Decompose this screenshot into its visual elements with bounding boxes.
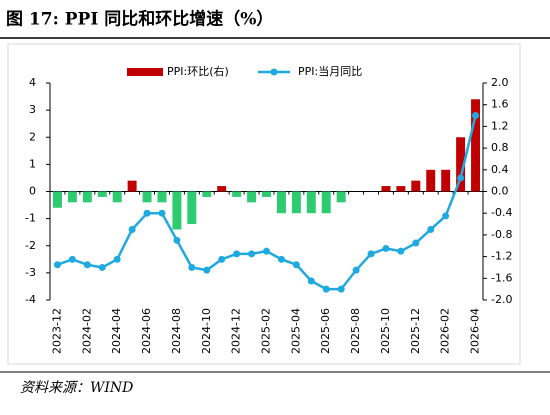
y-tick-label: -3 (25, 266, 36, 279)
bar (52, 191, 62, 208)
line-marker (382, 244, 390, 252)
bar (456, 137, 466, 192)
legend-label: PPI:环比(右) (167, 64, 229, 78)
bar (202, 191, 212, 197)
y2-tick-label: 1.6 (491, 98, 509, 111)
y-tick-label: 2 (29, 130, 36, 143)
y2-tick-label: -1.2 (491, 250, 512, 263)
line-marker (397, 247, 405, 255)
bar (321, 191, 331, 214)
x-tick-label: 2024-10 (200, 308, 213, 354)
line-marker (218, 255, 226, 263)
y-tick-label: -4 (25, 293, 36, 306)
line-marker (337, 285, 345, 293)
line-marker (68, 255, 76, 263)
x-tick-label: 2025-04 (289, 308, 302, 354)
line-marker (263, 247, 270, 255)
legend-swatch (127, 68, 163, 76)
y-tick-label: 4 (29, 76, 36, 89)
bar (247, 191, 257, 203)
y2-tick-label: -1.6 (491, 271, 512, 284)
bar (276, 191, 286, 214)
x-tick-label: 2025-06 (319, 308, 332, 354)
line-marker (307, 277, 315, 285)
x-tick-label: 2024-12 (230, 308, 243, 354)
y2-tick-label: 0.0 (491, 185, 509, 198)
y-tick-label: 3 (29, 103, 36, 116)
line-marker (322, 285, 330, 293)
line-marker (203, 266, 211, 274)
bar (157, 191, 167, 203)
x-tick-label: 2025-08 (349, 308, 362, 354)
line-marker (83, 261, 91, 269)
bar (142, 191, 152, 203)
bar (127, 180, 137, 192)
bar (82, 191, 92, 203)
x-tick-label: 2024-06 (140, 308, 153, 354)
bar (112, 191, 122, 203)
x-tick-label: 2025-12 (409, 308, 422, 354)
y-tick-label: -2 (25, 239, 36, 252)
line-marker (292, 261, 300, 269)
source: 资料来源：WIND (20, 380, 133, 396)
bar (67, 191, 77, 203)
line-marker (277, 255, 285, 263)
bar (396, 186, 406, 192)
line-marker (412, 239, 420, 247)
line-marker (427, 225, 435, 233)
y-tick-label: -1 (25, 212, 36, 225)
line-marker (143, 209, 151, 217)
chart-title: 图 17: PPI 同比和环比增速（%） (6, 9, 273, 30)
bar (232, 191, 242, 197)
y2-tick-label: -0.4 (491, 206, 512, 219)
x-tick-label: 2023-12 (50, 308, 63, 354)
bar (97, 191, 107, 197)
legend-swatch (270, 68, 278, 76)
line-marker (188, 263, 196, 271)
x-tick-label: 2024-04 (110, 308, 123, 354)
bar (471, 99, 481, 192)
line-marker (173, 236, 181, 244)
x-tick-label: 2025-02 (260, 308, 273, 354)
line-marker (367, 250, 375, 258)
x-tick-label: 2024-02 (80, 308, 93, 354)
chart-frame (7, 43, 521, 365)
y-tick-label: 1 (29, 157, 36, 170)
bar (306, 191, 316, 214)
line-marker (113, 255, 121, 263)
y2-tick-label: 0.8 (491, 141, 509, 154)
bar (411, 180, 421, 192)
bar (187, 191, 197, 225)
line-marker (158, 209, 166, 217)
y-tick-label: 0 (29, 185, 36, 198)
line-marker (248, 250, 256, 258)
bar (291, 191, 301, 214)
line-marker (233, 250, 241, 258)
y2-tick-label: -0.8 (491, 228, 512, 241)
x-tick-label: 2025-10 (379, 308, 392, 354)
y2-tick-label: 1.2 (491, 119, 509, 132)
line-marker (53, 261, 61, 269)
bar (172, 191, 182, 230)
x-tick-label: 2026-02 (439, 308, 452, 354)
bar (217, 186, 227, 192)
legend-label: PPI:当月同比 (298, 64, 362, 78)
y2-tick-label: 0.4 (491, 163, 509, 176)
line-marker (98, 263, 106, 271)
x-tick-label: 2026-04 (469, 308, 482, 354)
line-marker (457, 174, 465, 182)
bar (262, 191, 271, 197)
bar (441, 169, 451, 192)
x-tick-label: 2024-08 (170, 308, 183, 354)
line-marker (352, 266, 360, 274)
bar (336, 191, 346, 203)
bar (381, 186, 391, 192)
line-marker (128, 225, 136, 233)
y2-tick-label: 2.0 (491, 76, 509, 89)
line-marker (472, 112, 480, 120)
line-marker (442, 212, 450, 220)
bar (426, 169, 436, 192)
y2-tick-label: -2.0 (491, 293, 512, 306)
